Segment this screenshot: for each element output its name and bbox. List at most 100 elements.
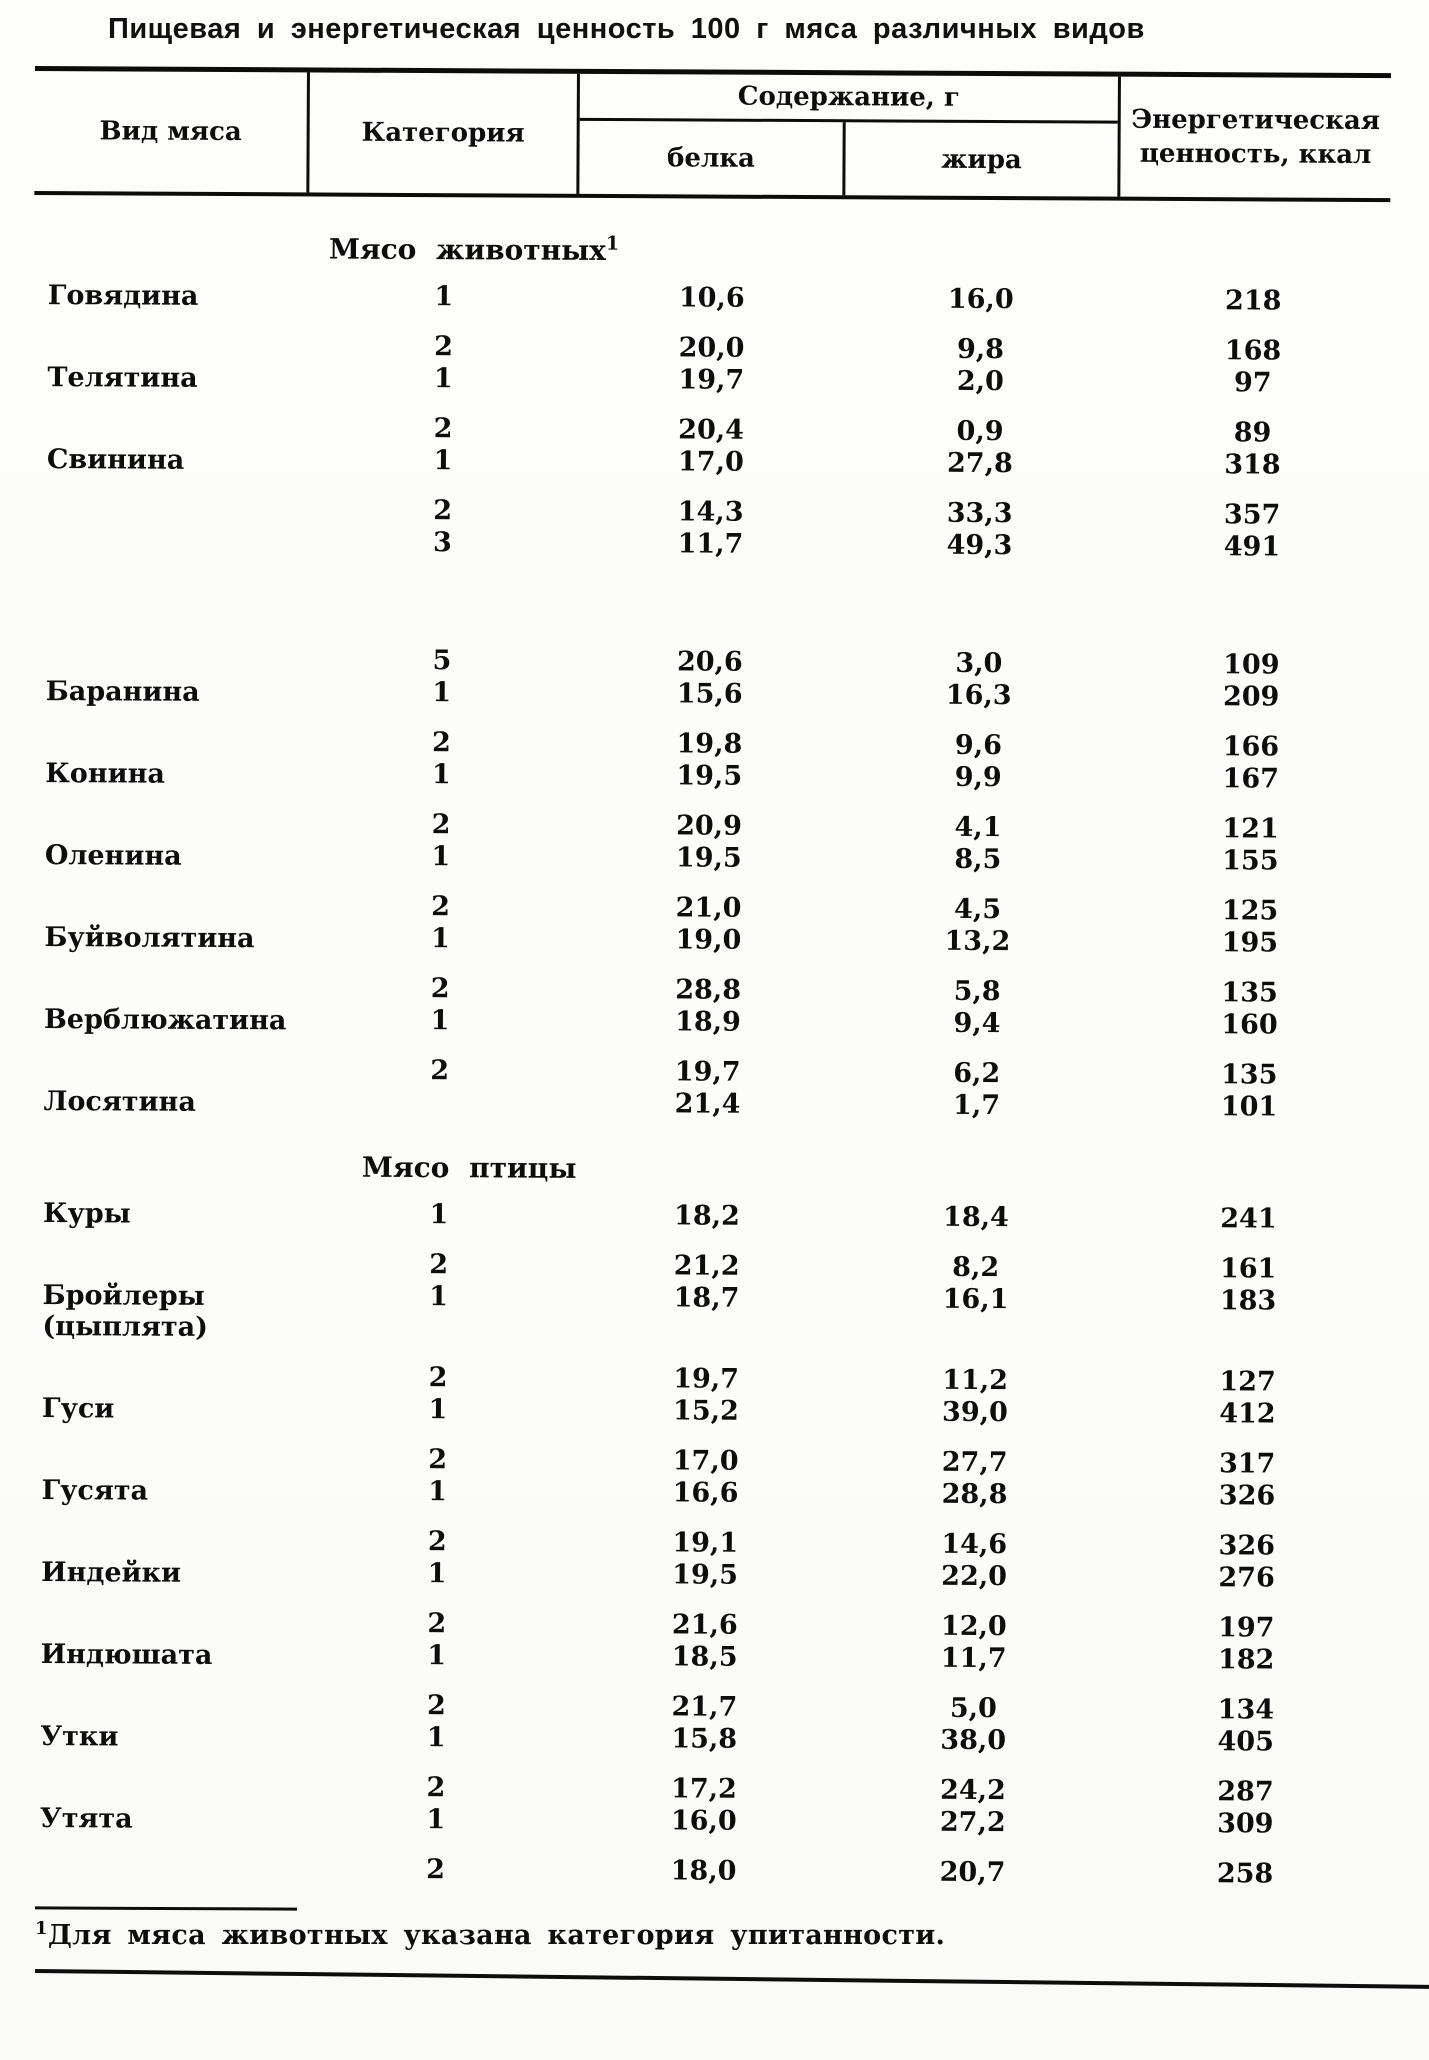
cell-kcal: 287 [1217, 1776, 1274, 1808]
cell-kcal: 183 [1219, 1285, 1277, 1317]
table-row: 2 17,2 24,2 287 [26, 1771, 1382, 1808]
cell-meat-name [33, 494, 308, 495]
meat-name-label: Гусята [41, 1475, 149, 1507]
table-row: 2 28,8 5,8 135 [30, 972, 1386, 1009]
table-row: Индюшата 1 18,5 11,7 182 [27, 1639, 1383, 1677]
cell-kcal: 168 [1224, 335, 1282, 367]
cell-fat: 28,8 [941, 1478, 1008, 1511]
table-bottom-rule [34, 1969, 1429, 1990]
cell-fat: 3,0 [955, 647, 1003, 680]
cell-fat: 5,8 [953, 975, 1001, 1008]
cell-protein: 20,0 [678, 332, 745, 364]
section-heading-footnote-marker: 1 [605, 232, 620, 255]
cell-protein: 20,9 [676, 810, 742, 842]
cell-protein: 11,7 [677, 528, 744, 560]
cell-protein: 21,2 [673, 1250, 740, 1282]
table-row: Гусята 1 16,6 28,8 326 [27, 1475, 1383, 1513]
cell-kcal: 197 [1218, 1612, 1275, 1644]
cell-fat: 1,7 [952, 1089, 1001, 1122]
cell-category: 1 [431, 759, 451, 791]
cell-kcal: 412 [1219, 1398, 1276, 1430]
cell-kcal: 209 [1222, 681, 1280, 713]
cell-protein: 21,7 [671, 1691, 738, 1723]
cell-protein: 16,6 [672, 1477, 739, 1509]
column-header-content: Содержание, г [579, 73, 1118, 124]
cell-protein: 10,6 [678, 282, 745, 314]
meat-name-label: Говядина [47, 280, 199, 312]
cell-meat-name [33, 526, 308, 527]
cell-protein: 28,8 [675, 974, 742, 1006]
cell-meat-name [30, 1054, 305, 1055]
cell-category: 2 [430, 1055, 450, 1087]
cell-fat: 16,0 [947, 283, 1014, 316]
cell-kcal: 276 [1218, 1562, 1275, 1594]
cell-kcal: 121 [1222, 813, 1279, 845]
cell-protein: 17,0 [677, 446, 744, 478]
cell-kcal: 135 [1220, 1059, 1278, 1091]
cell-meat-name: Конина [31, 758, 306, 790]
cell-meat-name [32, 726, 307, 727]
cell-meat-name [28, 1443, 303, 1444]
cell-kcal: 109 [1223, 649, 1280, 681]
cell-meat-name: Буйволятина [30, 922, 305, 954]
footnote-separator-rule [34, 1906, 298, 1911]
cell-meat-name [27, 1607, 302, 1608]
table-row: 2 21,6 12,0 197 [27, 1607, 1383, 1644]
cell-kcal: 309 [1217, 1808, 1274, 1840]
cell-kcal: 167 [1222, 763, 1280, 795]
cell-fat: 2,0 [956, 365, 1004, 398]
cell-category: 2 [429, 1249, 449, 1281]
meat-name-label: Верблюжатина [43, 1004, 287, 1037]
table-row: 2 19,7 11,2 127 [28, 1361, 1384, 1398]
cell-category: 1 [429, 1281, 449, 1313]
cell-kcal: 155 [1222, 845, 1279, 877]
cell-category: 1 [433, 363, 453, 395]
cell-kcal: 135 [1221, 977, 1278, 1009]
cell-category: 5 [432, 645, 452, 677]
cell-category: 3 [433, 527, 452, 559]
cell-fat: 27,8 [946, 447, 1013, 480]
cell-fat: 9,8 [956, 333, 1005, 366]
cell-fat: 20,7 [939, 1856, 1006, 1889]
cell-kcal: 166 [1222, 731, 1280, 763]
meat-name-label: Утята [39, 1803, 133, 1835]
meat-name-label: Индейки [41, 1557, 182, 1589]
cell-meat-name [33, 412, 308, 413]
section-heading: Мясо птицы [29, 1149, 909, 1187]
cell-category: 2 [433, 495, 453, 527]
cell-fat: 13,2 [944, 925, 1011, 958]
table-row: 2 21,7 5,0 134 [26, 1689, 1382, 1726]
cell-kcal: 134 [1217, 1694, 1275, 1726]
cell-kcal: 182 [1217, 1644, 1275, 1676]
cell-kcal: 405 [1217, 1726, 1275, 1758]
meat-name-label: Лосятина [43, 1086, 196, 1118]
cell-meat-name [31, 808, 306, 809]
cell-protein: 18,0 [670, 1855, 737, 1887]
table-row: Буйволятина 1 19,0 13,2 195 [30, 922, 1386, 960]
cell-fat: 14,6 [941, 1528, 1008, 1561]
section-heading-label: Мясо птицы [361, 1150, 577, 1185]
table-row: 2 19,1 14,6 326 [27, 1525, 1383, 1562]
cell-kcal: 127 [1219, 1366, 1276, 1398]
cell-meat-name: Утки [26, 1721, 301, 1753]
cell-meat-name [34, 330, 309, 331]
cell-category: 1 [428, 1394, 448, 1426]
cell-category: 1 [426, 1722, 446, 1754]
table-row: 2 20,9 4,1 121 [31, 808, 1387, 845]
cell-kcal: 317 [1218, 1448, 1276, 1480]
cell-category: 2 [426, 1772, 446, 1804]
cell-meat-name [26, 1771, 301, 1772]
table-row: Говядина 1 10,6 16,0 218 [34, 280, 1390, 318]
table-row: 2 14,3 33,3 357 [33, 494, 1389, 531]
cell-category: 1 [430, 923, 450, 955]
table-row: Гуси 1 15,2 39,0 412 [28, 1393, 1384, 1431]
cell-category: 1 [429, 1199, 449, 1231]
cell-fat: 11,7 [940, 1642, 1007, 1675]
cell-fat: 49,3 [946, 529, 1013, 562]
cell-protein: 19,7 [673, 1363, 740, 1395]
cell-fat: 38,0 [940, 1724, 1007, 1757]
table-row: Куры 1 18,2 18,4 241 [29, 1198, 1385, 1236]
cell-protein: 21,6 [671, 1609, 738, 1641]
cell-category: 2 [434, 331, 454, 363]
cell-category: 2 [430, 973, 450, 1005]
